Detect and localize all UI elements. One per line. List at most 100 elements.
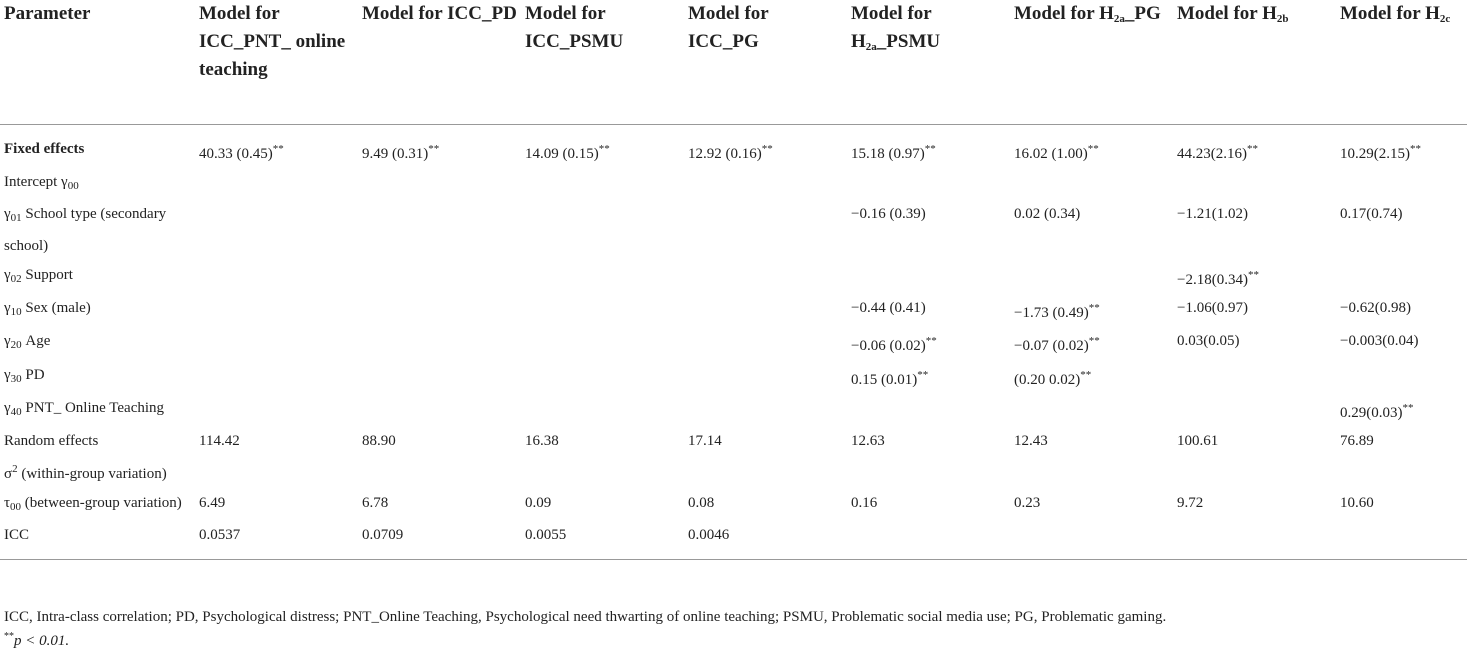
- header-model-h2c: Model for H2c: [1336, 0, 1467, 125]
- label-text: (between-group variation): [21, 494, 182, 511]
- table-cell: [847, 455, 1010, 488]
- table-cell: 88.90: [362, 433, 396, 450]
- row-label: Fixed effects: [4, 140, 85, 157]
- table-cell: [1173, 394, 1336, 427]
- table-cell: [1010, 394, 1173, 427]
- table-cell: 12.43: [1014, 433, 1048, 450]
- table-cell: [521, 294, 684, 327]
- table-cell: [1336, 455, 1467, 488]
- table-cell: [358, 294, 521, 327]
- header-model-icc-psmu: Model for ICC_PSMU: [521, 0, 684, 125]
- table-cell: [684, 294, 847, 327]
- table-footnote: ICC, Intra-class correlation; PD, Psycho…: [4, 609, 1167, 625]
- table-row: γ20 Age −0.06 (0.02)** −0.07 (0.02)** 0.03(…: [0, 327, 1467, 360]
- significance-marker: **: [1088, 301, 1100, 314]
- table-cell: [1010, 261, 1173, 294]
- table-cell: [1336, 361, 1467, 394]
- significance-marker: **: [272, 142, 284, 155]
- results-table: Parameter Model for ICC_PNT_ online teac…: [0, 0, 1467, 561]
- row-label: σ2 (within-group variation): [0, 455, 195, 488]
- table-cell: 0.0046: [684, 521, 847, 561]
- table-cell: −0.06 (0.02)**: [851, 335, 937, 355]
- label-subscript: 01: [10, 212, 22, 225]
- table-cell: [1336, 168, 1467, 200]
- significance-marker: **: [1247, 268, 1259, 281]
- label-symbol: Intercept γ: [4, 173, 68, 190]
- table-cell: [1010, 168, 1173, 200]
- significance-marker: **: [1087, 142, 1099, 155]
- table-cell: [684, 361, 847, 394]
- table-cell: [1173, 455, 1336, 488]
- table-cell: 6.49: [199, 494, 226, 511]
- header-sub: 2a: [865, 41, 877, 53]
- header-text: Model for H: [1340, 3, 1440, 24]
- row-label: γ01 School type (secondary school): [0, 200, 195, 261]
- row-label: γ10 Sex (male): [0, 294, 195, 327]
- table-cell: 17.14: [688, 433, 722, 450]
- significance-marker: **: [1410, 142, 1421, 155]
- table-cell: 0.0537: [195, 521, 358, 561]
- label-subscript: 00: [10, 500, 22, 513]
- significance-marker: **: [1247, 142, 1258, 155]
- table-cell: [358, 455, 521, 488]
- significance-marker: **: [4, 631, 14, 642]
- row-label: Random effects: [4, 433, 99, 450]
- table-cell: −0.003(0.04): [1340, 333, 1419, 350]
- header-parameter: Parameter: [0, 0, 195, 125]
- table-cell: [521, 200, 684, 261]
- table-row: τ00 (between-group variation) 6.49 6.78 0.0…: [0, 489, 1467, 521]
- label-symbol: σ: [4, 466, 13, 483]
- table-cell: (0.20 0.02)**: [1014, 368, 1092, 388]
- header-text: Model for H: [851, 3, 932, 52]
- label-subscript: 02: [10, 272, 22, 285]
- table-cell: 6.78: [362, 494, 389, 511]
- table-row: Fixed effects 40.33 (0.45)** 9.49 (0.31)**…: [0, 124, 1467, 168]
- table-cell: 15.18 (0.97)**: [851, 142, 936, 162]
- table-cell: 16.02 (1.00)**: [1014, 142, 1099, 162]
- label-text: Support: [21, 266, 73, 283]
- header-model-h2a-pg: Model for H2a_PG: [1010, 0, 1173, 125]
- table-row: γ02 Support −2.18(0.34)**: [0, 261, 1467, 294]
- table-cell: 0.0055: [521, 521, 684, 561]
- table-cell: 12.92 (0.16)**: [688, 142, 773, 162]
- table-cell: 0.16: [851, 494, 878, 511]
- table-cell: 40.33 (0.45)**: [199, 142, 284, 162]
- header-text: Model for H: [1014, 3, 1114, 24]
- label-text: Age: [21, 333, 51, 350]
- table-cell: [358, 361, 521, 394]
- header-model-icc-pg: Model for ICC_PG: [684, 0, 847, 125]
- table-cell: [684, 394, 847, 427]
- significance-marker: **: [598, 142, 610, 155]
- table-cell: 0.23: [1014, 494, 1041, 511]
- table-row: γ30 PD 0.15 (0.01)** (0.20 0.02)**: [0, 361, 1467, 394]
- row-label: γ40 PNT_ Online Teaching: [0, 394, 195, 427]
- table-cell: [684, 261, 847, 294]
- table-row: σ2 (within-group variation): [0, 455, 1467, 488]
- table-cell: [358, 168, 521, 200]
- label-symbol: γ: [4, 366, 11, 383]
- significance-marker: **: [1088, 335, 1100, 348]
- table-cell: [1173, 361, 1336, 394]
- table-cell: 10.60: [1340, 494, 1374, 511]
- significance-marker: **: [428, 142, 440, 155]
- table-row: γ10 Sex (male) −0.44 (0.41) −1.73 (0.49)**…: [0, 294, 1467, 327]
- significance-text: p < 0.01.: [14, 633, 70, 649]
- significance-marker: **: [1402, 401, 1414, 414]
- table-cell: [358, 327, 521, 360]
- table-cell: 0.29(0.03)**: [1340, 401, 1414, 421]
- label-symbol: γ: [4, 399, 11, 416]
- row-label: ICC: [0, 521, 195, 561]
- table-cell: [684, 200, 847, 261]
- label-text: (within-group variation): [17, 466, 167, 483]
- label-subscript: 10: [10, 305, 22, 318]
- table-cell: [195, 200, 358, 261]
- table-cell: [847, 521, 1010, 561]
- table-cell: [358, 200, 521, 261]
- table-cell: 0.02 (0.34): [1014, 206, 1081, 223]
- significance-marker: **: [925, 335, 937, 348]
- label-subscript: 30: [10, 372, 22, 385]
- table-cell: −1.73 (0.49)**: [1014, 301, 1100, 321]
- table-cell: [1173, 521, 1336, 561]
- table-cell: [195, 294, 358, 327]
- table-cell: [521, 361, 684, 394]
